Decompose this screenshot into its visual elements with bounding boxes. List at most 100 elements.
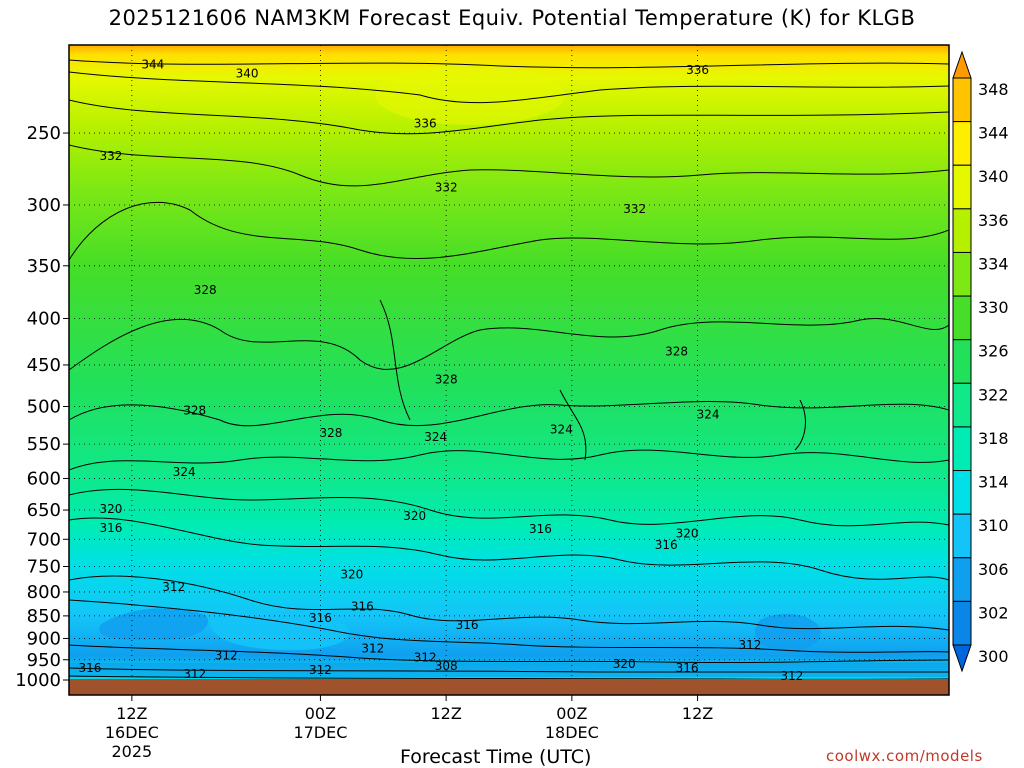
y-tick-label: 800: [27, 582, 61, 603]
cold-pocket-mid: [209, 610, 349, 651]
chart-title: 2025121606 NAM3KM Forecast Equiv. Potent…: [108, 6, 916, 30]
detail-layer: [69, 59, 949, 680]
credit-text: coolwx.com/models: [826, 747, 983, 765]
colorbar-label: 348: [978, 80, 1009, 99]
contour-label: 332: [623, 202, 646, 216]
y-tick-label: 1000: [15, 670, 61, 691]
contour-label: 320: [676, 527, 699, 541]
warm-anomaly: [375, 65, 565, 125]
contour-label: 316: [676, 661, 699, 675]
colorbar-label: 300: [978, 647, 1009, 666]
contour-label: 328: [319, 426, 342, 440]
y-tick-label: 950: [27, 650, 61, 671]
colorbar-label: 310: [978, 516, 1009, 535]
x-tick-label: 00Z: [305, 704, 336, 723]
colorbar-segment: [952, 382, 972, 428]
contour-label: 336: [686, 63, 709, 77]
x-tick-label: 2025: [111, 742, 152, 761]
colorbar-label: 344: [978, 124, 1009, 143]
contour-label: 316: [655, 538, 678, 552]
contour-label: 320: [613, 657, 636, 671]
x-tick-label: 00Z: [556, 704, 587, 723]
gridlines: [69, 45, 949, 695]
y-tick-label: 400: [27, 308, 61, 329]
contour-label: 316: [309, 611, 332, 625]
x-tick-label: 16DEC: [105, 723, 159, 742]
x-tick-label: 18DEC: [545, 723, 599, 742]
contour-label: 316: [351, 599, 374, 613]
colorbar-segment: [952, 470, 972, 515]
contour-label: 312: [361, 641, 384, 655]
colorbar-label: 336: [978, 211, 1009, 230]
contour-label: 336: [414, 116, 437, 130]
contour-label: 316: [529, 522, 552, 536]
x-axis-title: Forecast Time (UTC): [400, 746, 592, 768]
y-tick-label: 250: [27, 123, 61, 144]
colorbar-label: 330: [978, 298, 1009, 317]
contour-label: 340: [236, 67, 259, 81]
x-tick-label: 12Z: [430, 704, 461, 723]
contour-label: 320: [340, 567, 363, 581]
contour-label: 332: [435, 180, 458, 194]
colorbar-top-arrow: [952, 50, 972, 79]
contour-label: 328: [183, 403, 206, 417]
colorbar-label: 326: [978, 342, 1009, 361]
y-axis: 2503003504004505005506006507007508008509…: [15, 123, 69, 691]
x-tick-label: 12Z: [116, 704, 147, 723]
colorbar-segment: [952, 208, 972, 253]
colorbar-label: 306: [978, 560, 1009, 579]
colorbar-segment: [952, 339, 972, 384]
contour-label: 312: [414, 651, 437, 665]
contour-label: 328: [194, 283, 217, 297]
x-tick-label: 12Z: [682, 704, 713, 723]
y-tick-label: 750: [27, 556, 61, 577]
colorbar-segment: [952, 557, 972, 602]
colorbar-label: 302: [978, 603, 1009, 622]
contour-label: 312: [183, 667, 206, 681]
contour-label: 328: [665, 345, 688, 359]
contour-label: 324: [424, 430, 447, 444]
colorbar-segment: [952, 295, 972, 341]
y-tick-label: 650: [27, 500, 61, 521]
colorbar-label: 322: [978, 385, 1009, 404]
y-tick-label: 900: [27, 628, 61, 649]
theta-e-field: [69, 45, 949, 695]
plot-frame: [68, 44, 950, 696]
colorbar-label: 314: [978, 473, 1009, 492]
contour-label: 312: [309, 663, 332, 677]
x-tick-label: 17DEC: [293, 723, 347, 742]
contour-labels: 344 340 336 336 332 332 332 328 328 328 328 328 324 3…: [78, 57, 803, 683]
contour-label: 312: [162, 580, 185, 594]
y-tick-label: 550: [27, 434, 61, 455]
contour-label: 324: [173, 465, 196, 479]
contour-label: 324: [697, 407, 720, 421]
contour-label: 316: [99, 521, 122, 535]
colorbar-segment: [952, 251, 972, 297]
contour-label: 324: [550, 423, 573, 437]
y-tick-label: 850: [27, 606, 61, 627]
contour-label: 328: [435, 373, 458, 387]
contour-label: 316: [456, 618, 479, 632]
colorbar-segment: [952, 121, 972, 166]
contour-label: 312: [780, 669, 803, 683]
colorbar-label: 318: [978, 429, 1009, 448]
y-tick-label: 300: [27, 195, 61, 216]
colorbar-segment: [952, 164, 972, 210]
contour-label: 312: [215, 649, 238, 663]
contour-label: 316: [78, 661, 101, 675]
cold-pocket-left: [99, 608, 208, 640]
y-tick-label: 700: [27, 529, 61, 550]
y-tick-label: 450: [27, 355, 61, 376]
surface-cold-layer: [69, 663, 949, 677]
y-tick-label: 600: [27, 468, 61, 489]
colorbar-label: 340: [978, 167, 1009, 186]
contour-label: 320: [99, 502, 122, 516]
contour-label: 312: [738, 638, 761, 652]
colorbar-bottom-arrow: [952, 644, 972, 673]
contour-label: 320: [403, 509, 426, 523]
colorbar-segment: [952, 426, 972, 472]
colorbar-segment: [952, 600, 972, 646]
colorbar-label: 334: [978, 254, 1009, 273]
